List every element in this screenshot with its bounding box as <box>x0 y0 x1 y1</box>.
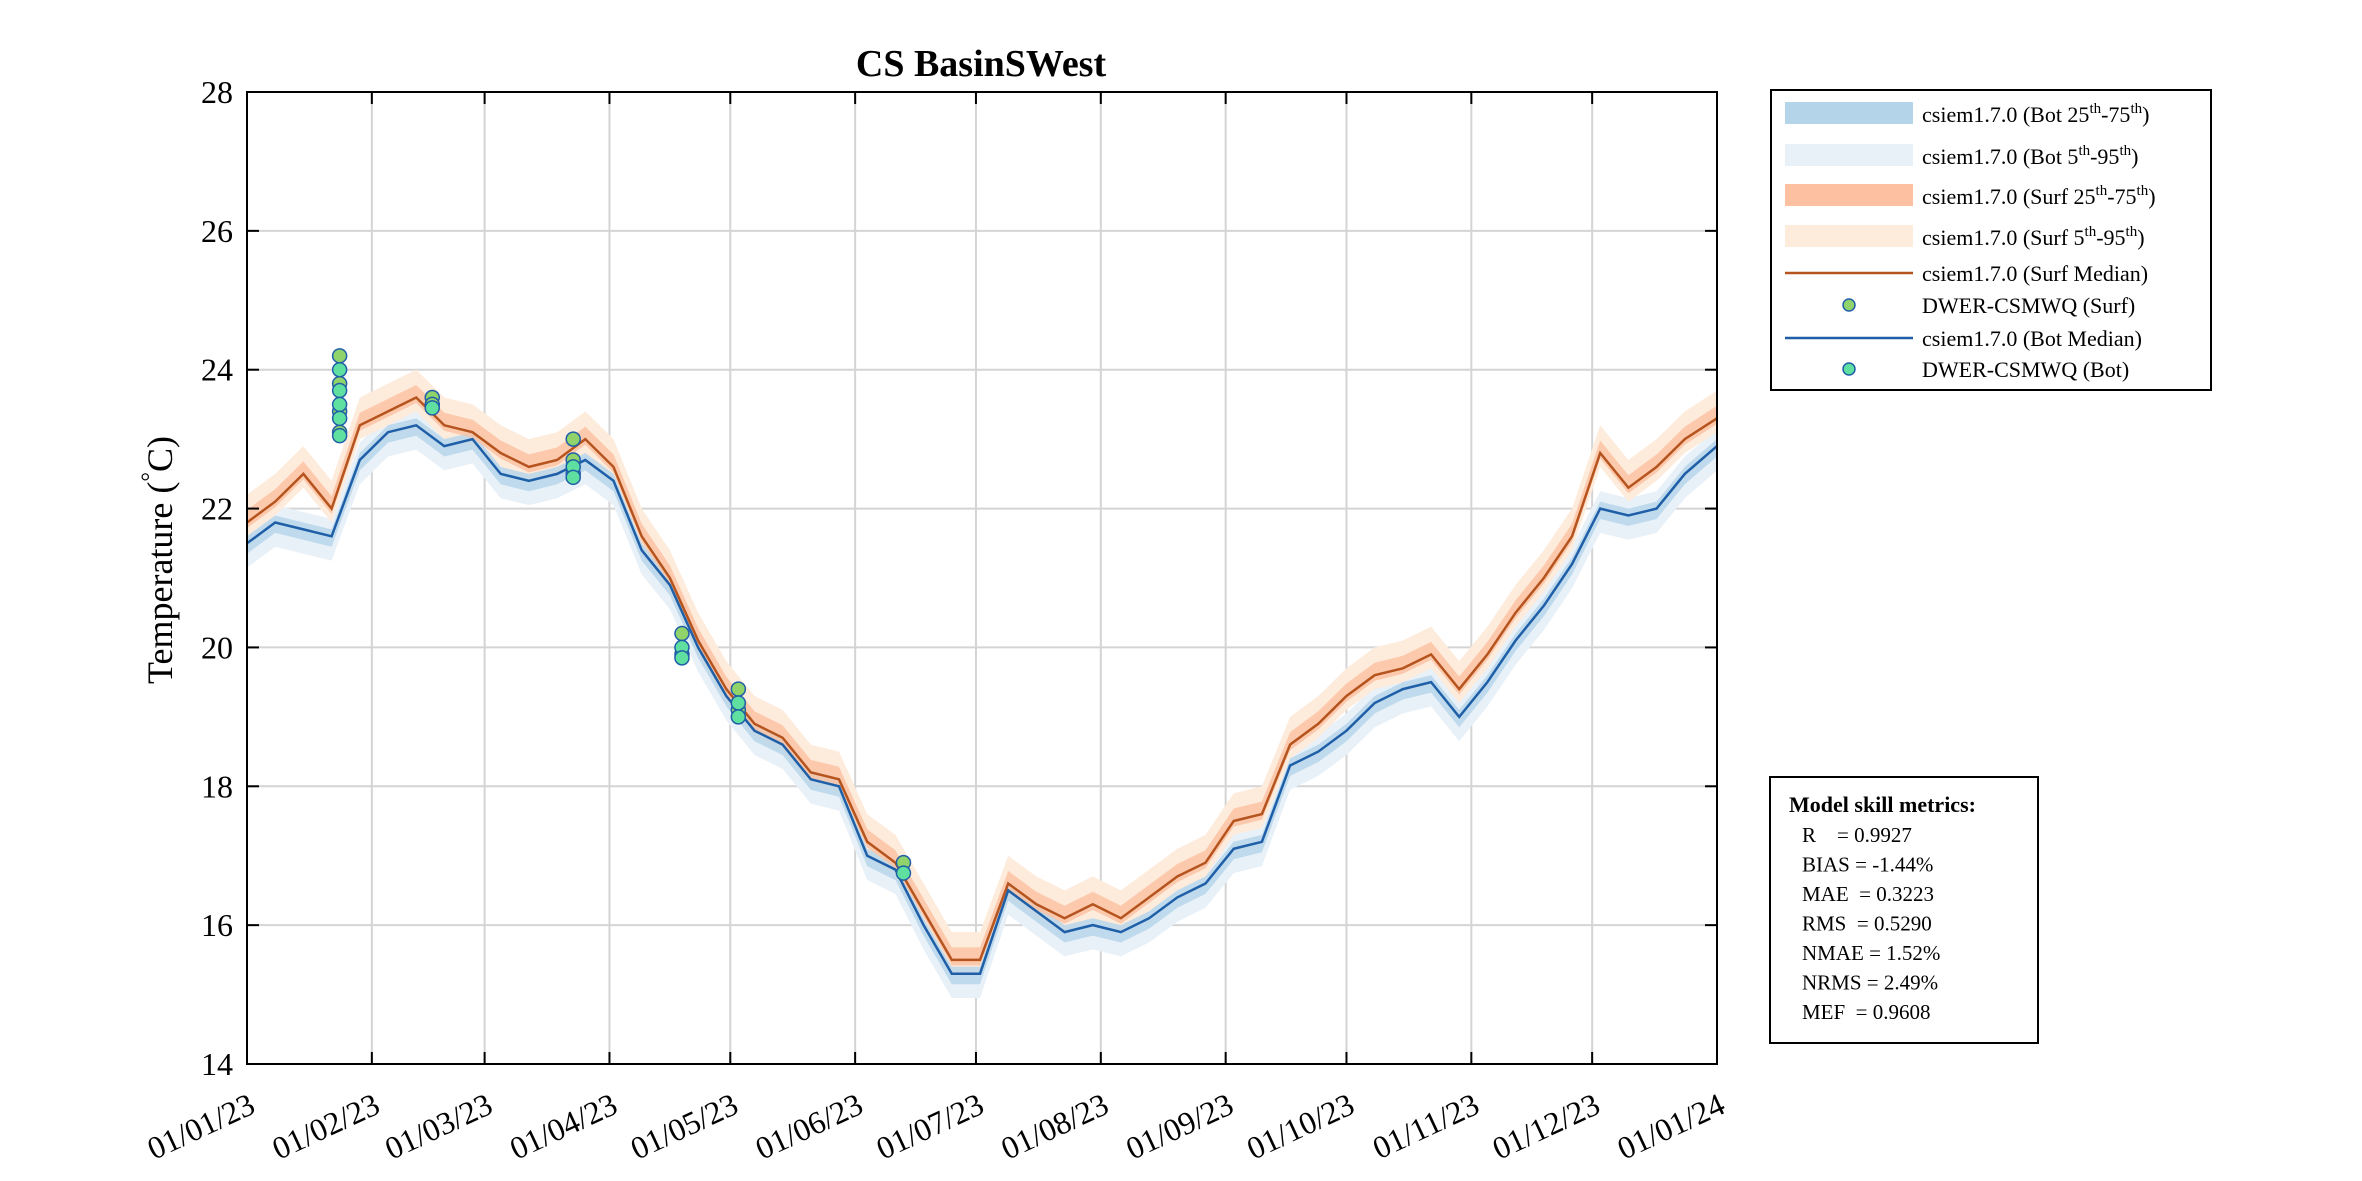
legend-label: csiem1.7.0 (Surf Median) <box>1922 261 2148 286</box>
obs-bot-point <box>730 709 747 725</box>
metrics-frame <box>1769 776 2039 1044</box>
series-lines <box>246 395 1718 975</box>
chart-title: CS BasinSWest <box>856 43 1107 85</box>
legend-swatch <box>1785 102 1913 124</box>
legend: csiem1.7.0 (Bot 25th-75th) csiem1.7.0 (Bo… <box>1770 89 2212 391</box>
y-tick-label: 14 <box>201 1046 233 1082</box>
y-axis-label-degree: ° <box>138 472 164 482</box>
metrics-title: Model skill metrics: <box>1789 792 1976 817</box>
y-axis-label-main: Temperature ( <box>140 482 180 684</box>
y-tick-label: 24 <box>201 352 233 388</box>
legend-swatch <box>1785 144 1913 166</box>
y-tick-label: 20 <box>201 629 233 665</box>
x-tick-label: 01/06/23 <box>750 1086 868 1167</box>
metric-line: RMS = 0.5290 <box>1802 912 1932 936</box>
y-tick-label: 26 <box>201 213 233 249</box>
obs-bot-point <box>674 650 690 666</box>
metric-line: BIAS = -1.44% <box>1802 853 1933 877</box>
legend-marker <box>1842 298 1856 312</box>
x-tick-label: 01/02/23 <box>266 1086 384 1167</box>
skill-metrics-box: Model skill metrics: R = 0.9927 BIAS = -1… <box>1769 776 2039 1044</box>
obs-bot-point <box>565 469 581 486</box>
bot-5-95-band <box>247 407 1717 998</box>
obs-surf-point <box>565 431 581 447</box>
legend-label: csiem1.7.0 (Surf 5th-95th) <box>1922 224 2145 250</box>
metric-line: NMAE = 1.52% <box>1802 941 1940 965</box>
obs-bot-point <box>424 400 441 416</box>
obs-bot-point <box>895 865 912 881</box>
obs-surf-point <box>674 625 690 642</box>
x-tick-label: 01/12/23 <box>1487 1086 1605 1167</box>
surf-median-line <box>246 395 1718 962</box>
legend-label: csiem1.7.0 (Bot Median) <box>1922 326 2142 351</box>
x-tick-label: 01/01/24 <box>1612 1086 1730 1167</box>
x-tick-label: 01/03/23 <box>379 1086 497 1167</box>
obs-surf-point <box>331 348 348 364</box>
svg-text:Temperature (°C): Temperature (°C) <box>138 436 180 684</box>
metric-line: MEF = 0.9608 <box>1802 1000 1931 1024</box>
x-tick-label: 01/10/23 <box>1241 1086 1359 1167</box>
x-tick-label: 01/11/23 <box>1367 1086 1484 1166</box>
legend-label: DWER-CSMWQ (Bot) <box>1922 357 2129 382</box>
plot-frame <box>246 91 1718 1065</box>
y-axis-label-unit: C) <box>140 436 180 472</box>
metric-line: NRMS = 2.49% <box>1802 971 1938 995</box>
obs-bot-point <box>331 361 348 378</box>
x-tick-label: 01/05/23 <box>625 1086 743 1167</box>
legend-label: DWER-CSMWQ (Surf) <box>1922 293 2135 318</box>
y-tick-label: 22 <box>201 491 233 527</box>
x-tick-label: 01/04/23 <box>504 1086 622 1167</box>
y-tick-label: 16 <box>201 907 233 943</box>
bot-25-75-band <box>247 418 1717 985</box>
obs-bot-point <box>331 427 348 444</box>
y-tick-label: 28 <box>201 74 233 110</box>
legend-label: csiem1.7.0 (Surf 25th-75th) <box>1922 183 2156 209</box>
percentile-bands <box>247 369 1717 998</box>
x-tick-label: 01/07/23 <box>871 1086 989 1167</box>
legend-label: csiem1.7.0 (Bot 5th-95th) <box>1922 143 2138 169</box>
y-tick-label: 18 <box>201 768 233 804</box>
legend-swatch <box>1785 184 1913 206</box>
obs-bot-point <box>331 396 348 413</box>
x-tick-label: 01/09/23 <box>1120 1086 1238 1167</box>
metric-line: MAE = 0.3223 <box>1802 882 1934 906</box>
legend-swatch <box>1785 225 1913 247</box>
surf-5-95-band <box>247 369 1717 974</box>
bot-median-line <box>246 423 1718 975</box>
obs-bot-point <box>331 410 348 427</box>
y-axis-label: Temperature (°C) <box>138 436 180 684</box>
metric-line: R = 0.9927 <box>1802 823 1912 847</box>
x-tick-label: 01/01/23 <box>142 1086 260 1167</box>
legend-marker <box>1842 362 1856 376</box>
grid <box>247 92 1717 1064</box>
obs-bot-point <box>331 382 348 399</box>
obs-bot-point <box>730 695 747 711</box>
y-ticks: 14 16 18 20 22 24 26 28 <box>201 74 1717 1082</box>
legend-label: csiem1.7.0 (Bot 25th-75th) <box>1922 101 2149 127</box>
observation-markers <box>331 348 912 881</box>
obs-surf-point <box>730 681 747 697</box>
x-tick-label: 01/08/23 <box>995 1086 1113 1167</box>
